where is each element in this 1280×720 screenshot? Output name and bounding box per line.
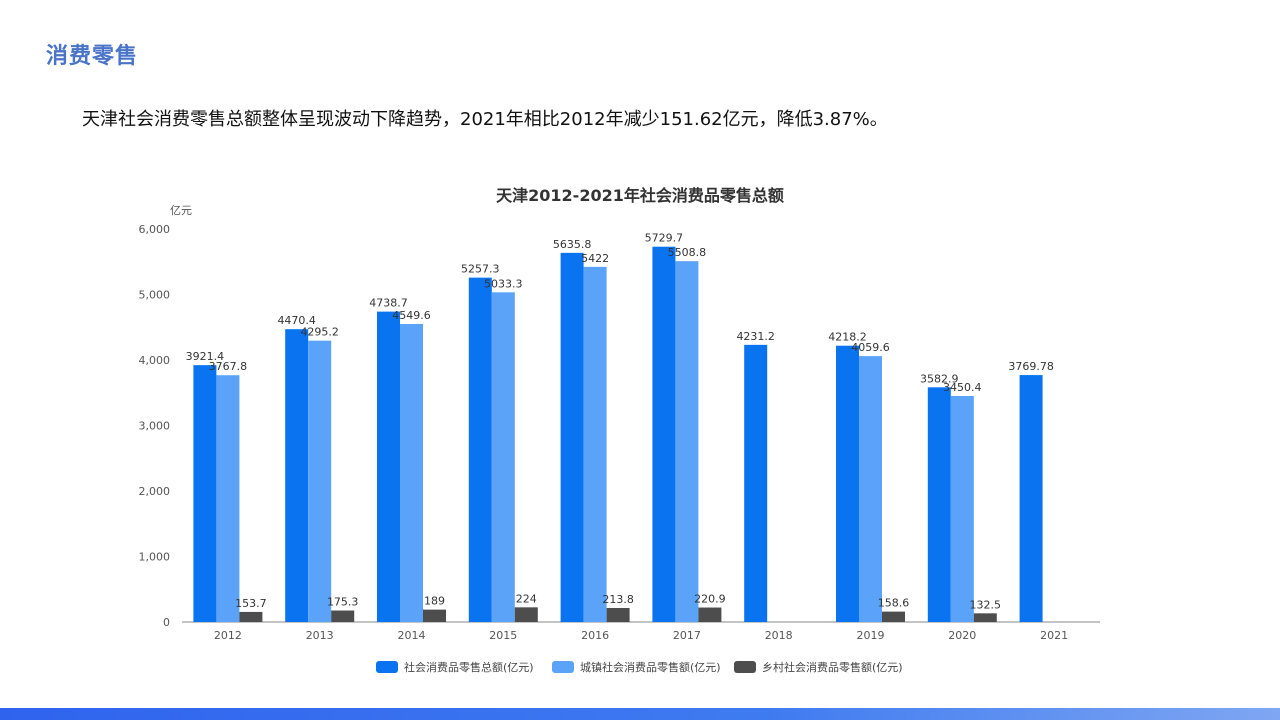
bar-2017-s0 [652,246,676,622]
legend-swatch [552,661,574,673]
bar-2016-s0 [560,252,584,622]
x-tick-label: 2019 [857,629,885,642]
bar-2019-s0 [836,345,859,622]
data-label: 3769.78 [1008,360,1054,373]
data-label: 3921.4 [186,350,225,363]
bar-2019-s2 [882,611,905,622]
bar-2020-s2 [973,613,997,622]
bar-2012-s1 [216,375,240,622]
data-label: 3767.8 [209,360,248,373]
y-tick-label: 6,000 [139,223,171,236]
data-label: 4295.2 [300,326,339,339]
y-tick-label: 3,000 [139,420,171,433]
legend-label: 乡村社会消费品零售额(亿元) [762,660,903,674]
data-label: 213.8 [602,593,634,606]
legend-swatch [734,661,756,673]
data-label: 3582.9 [920,372,959,385]
bar-2019-s1 [859,356,882,622]
x-tick-label: 2018 [765,629,793,642]
data-label: 4218.2 [828,331,867,344]
legend-swatch [376,661,398,673]
data-label: 5508.8 [668,246,707,259]
summary-text: 天津社会消费零售总额整体呈现波动下降趋势，2021年相比2012年减少151.6… [82,109,888,130]
bar-2013-s0 [285,329,309,622]
x-tick-label: 2017 [673,629,701,642]
bar-chart: 天津2012-2021年社会消费品零售总额 亿元 0 1,000 2,000 3,00… [139,186,1100,674]
y-tick-label: 1,000 [139,551,171,564]
section-title: 消费零售 [46,43,139,69]
data-label: 189 [424,595,445,608]
x-tick-label: 2013 [306,629,334,642]
bar-2015-s0 [468,277,492,622]
bar-2012-s0 [193,365,217,622]
bar-2016-s1 [583,266,607,622]
bar-2017-s1 [675,261,699,622]
x-tick-label: 2016 [581,629,609,642]
data-label: 4470.4 [277,314,316,327]
bar-2021-s0 [1019,375,1043,622]
bar-2018-s0 [744,344,768,622]
bar-2012-s2 [239,611,263,622]
data-label: 153.7 [235,597,267,610]
data-label: 5033.3 [484,277,523,290]
bottom-accent-bar [0,708,1280,720]
data-label: 4738.7 [369,297,408,310]
bar-2020-s1 [950,395,974,622]
legend-label: 社会消费品零售总额(亿元) [404,660,534,674]
data-label: 4231.2 [736,330,775,343]
data-label: 4549.6 [392,309,431,322]
x-tick-label: 2021 [1040,629,1068,642]
data-label: 5257.3 [461,263,500,276]
y-tick-label: 4,000 [139,354,171,367]
data-label: 220.9 [694,593,726,606]
x-tick-label: 2014 [398,629,426,642]
x-tick-label: 2012 [214,629,242,642]
data-label: 3450.4 [943,381,982,394]
x-tick-label: 2015 [489,629,517,642]
data-label: 4059.6 [851,341,890,354]
bar-2013-s2 [331,610,355,622]
bar-2017-s2 [698,607,722,622]
data-label: 175.3 [327,596,359,609]
y-tick-label: 5,000 [139,289,171,302]
bar-2015-s1 [491,292,515,622]
bar-2020-s0 [927,387,951,622]
x-tick-label: 2020 [948,629,976,642]
data-label: 5729.7 [645,232,684,245]
data-label: 5635.8 [553,238,592,251]
data-label: 158.6 [878,597,910,610]
bar-2015-s2 [514,607,538,622]
data-label: 5422 [581,252,609,265]
bar-2014-s1 [400,324,423,622]
chart-title: 天津2012-2021年社会消费品零售总额 [496,186,784,205]
bar-2013-s1 [308,340,332,622]
legend-label: 城镇社会消费品零售额(亿元) [580,660,721,674]
legend: 社会消费品零售总额(亿元) 城镇社会消费品零售额(亿元) 乡村社会消费品零售额(亿元… [376,660,903,674]
data-label: 132.5 [970,598,1002,611]
y-axis-unit: 亿元 [170,204,192,217]
y-tick-label: 0 [163,616,170,629]
bar-2016-s2 [606,607,630,622]
data-label: 224 [516,592,537,605]
y-tick-label: 2,000 [139,485,171,498]
bar-2014-s2 [423,609,446,622]
bar-2014-s0 [377,311,400,622]
